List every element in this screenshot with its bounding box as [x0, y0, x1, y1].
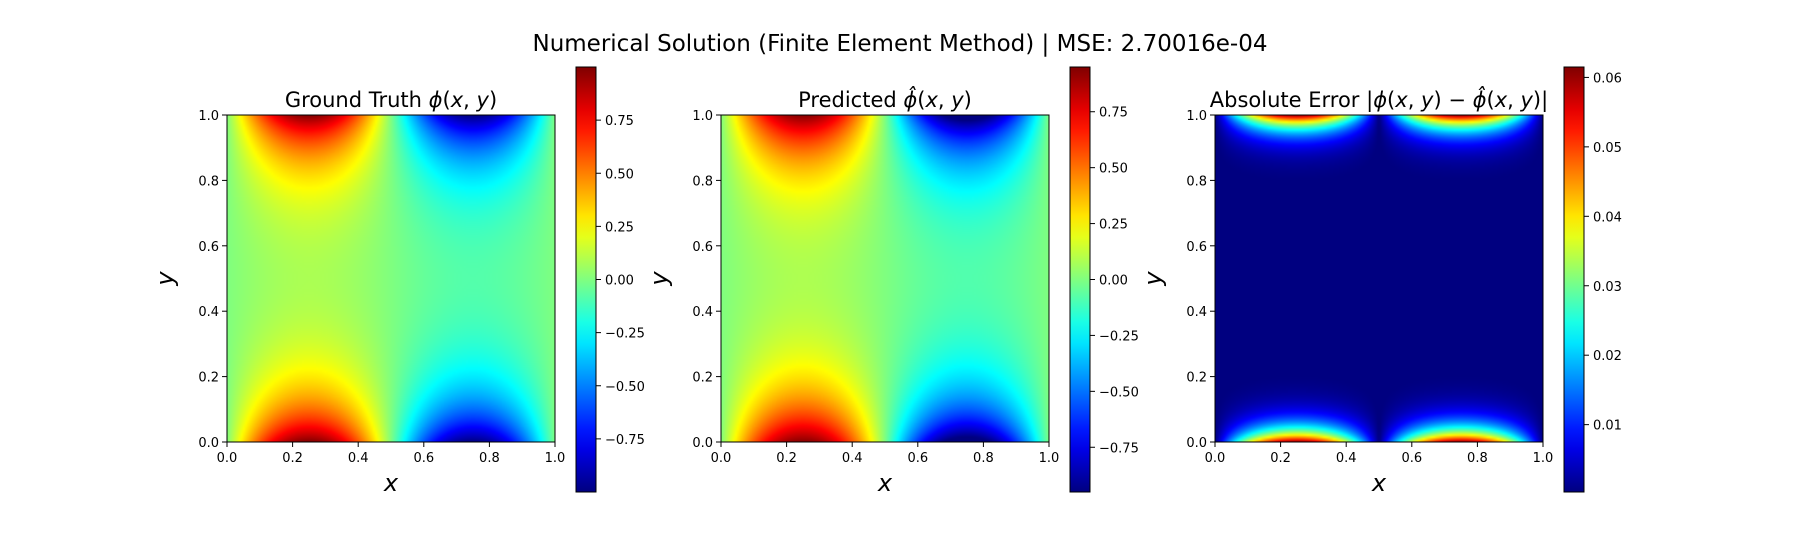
heatmap-panel-3: Absolute Error |ϕ(x, y) − ϕ̂(x, y)|0.0 0.… [1139, 66, 1622, 497]
colorbar-tick-label: 0.02 [1593, 349, 1622, 364]
colorbar-tick-label: 0.50 [605, 167, 634, 182]
heatmap-image [227, 115, 555, 442]
colorbar-tick-label: 0.05 [1593, 141, 1622, 156]
y-tick-label: 0.2 [1186, 371, 1207, 386]
y-tick-label: 0.8 [1186, 174, 1207, 189]
axes-frame [1214, 114, 1544, 443]
colorbar-tick-label: 0.00 [605, 274, 634, 289]
y-tick-label: 0.2 [198, 371, 219, 386]
x-tick-label: 1.0 [545, 451, 566, 466]
panel-title: Absolute Error |ϕ(x, y) − ϕ̂(x, y)| [1210, 86, 1548, 113]
y-axis-label: y [645, 271, 673, 287]
y-tick-label: 0.8 [198, 174, 219, 189]
y-tick-label: 0.4 [1186, 305, 1207, 320]
x-axis-label: x [877, 469, 893, 497]
colorbar-tick-label: 0.25 [1099, 218, 1128, 233]
y-tick-label: 0.8 [692, 174, 713, 189]
y-tick-label: 0.6 [198, 240, 219, 255]
colorbar-tick-label: 0.75 [605, 114, 634, 129]
x-tick-label: 0.8 [973, 451, 994, 466]
x-axis-label: x [383, 469, 399, 497]
x-tick-label: 1.0 [1039, 451, 1060, 466]
x-tick-label: 0.6 [413, 451, 434, 466]
colorbar-tick-label: 0.06 [1593, 71, 1622, 86]
colorbar-tick-label: 0.50 [1099, 162, 1128, 177]
x-tick-label: 0.0 [217, 451, 238, 466]
figure-suptitle: Numerical Solution (Finite Element Metho… [532, 31, 1267, 57]
y-axis-label: y [151, 271, 179, 287]
colorbar [575, 66, 597, 493]
y-tick-label: 0.6 [1186, 240, 1207, 255]
colorbar [1069, 66, 1091, 493]
colorbar-tick-label: −0.75 [605, 433, 645, 448]
colorbar-tick-label: 0.01 [1593, 419, 1622, 434]
x-tick-label: 0.4 [1336, 451, 1357, 466]
heatmap-panel-1: Ground Truth ϕ(x, y) 0.0 0.2 0.4 0.6 0.8 1.0 0.… [151, 66, 645, 497]
colorbar-tick-label: 0.00 [1099, 274, 1128, 289]
axes-frame [720, 114, 1050, 443]
y-tick-label: 1.0 [198, 109, 219, 124]
panel-title: Predicted ϕ̂(x, y) [798, 86, 972, 112]
colorbar-tick-label: 0.75 [1099, 106, 1128, 121]
y-tick-label: 0.4 [198, 305, 219, 320]
x-tick-label: 0.6 [1401, 451, 1422, 466]
x-tick-label: 0.8 [479, 451, 500, 466]
colorbar-tick-label: −0.75 [1099, 441, 1139, 456]
colorbar-tick-label: −0.50 [605, 380, 645, 395]
y-tick-label: 1.0 [692, 109, 713, 124]
x-tick-label: 0.0 [1205, 451, 1226, 466]
heatmap-panel-2: Predicted ϕ̂(x, y)0.0 0.2 0.4 0.6 0.8 1.00.00… [645, 66, 1139, 497]
y-tick-label: 0.0 [1186, 436, 1207, 451]
x-tick-label: 0.6 [907, 451, 928, 466]
colorbar [1563, 66, 1585, 493]
panels: Ground Truth ϕ(x, y) 0.0 0.2 0.4 0.6 0.8 1.0 0.… [151, 66, 1622, 497]
y-axis-label: y [1139, 271, 1167, 287]
axes-frame [226, 114, 556, 443]
x-tick-label: 1.0 [1533, 451, 1554, 466]
y-tick-label: 0.6 [692, 240, 713, 255]
y-tick-label: 0.2 [692, 371, 713, 386]
y-tick-label: 0.4 [692, 305, 713, 320]
x-tick-label: 0.2 [282, 451, 303, 466]
x-tick-label: 0.2 [776, 451, 797, 466]
y-tick-label: 0.0 [198, 436, 219, 451]
x-tick-label: 0.2 [1270, 451, 1291, 466]
heatmap-image [1215, 115, 1543, 442]
colorbar-tick-label: 0.25 [605, 220, 634, 235]
colorbar-tick-label: 0.04 [1593, 210, 1622, 225]
colorbar-tick-label: −0.25 [1099, 329, 1139, 344]
x-tick-label: 0.8 [1467, 451, 1488, 466]
colorbar-tick-label: −0.25 [605, 327, 645, 342]
colorbar-tick-label: 0.03 [1593, 280, 1622, 295]
heatmap-image [721, 115, 1049, 442]
x-tick-label: 0.0 [711, 451, 732, 466]
x-axis-label: x [1371, 469, 1387, 497]
x-tick-label: 0.4 [842, 451, 863, 466]
colorbar-tick-label: −0.50 [1099, 385, 1139, 400]
x-tick-label: 0.4 [348, 451, 369, 466]
panel-title: Ground Truth ϕ(x, y) [285, 88, 497, 112]
y-tick-label: 0.0 [692, 436, 713, 451]
y-tick-label: 1.0 [1186, 109, 1207, 124]
